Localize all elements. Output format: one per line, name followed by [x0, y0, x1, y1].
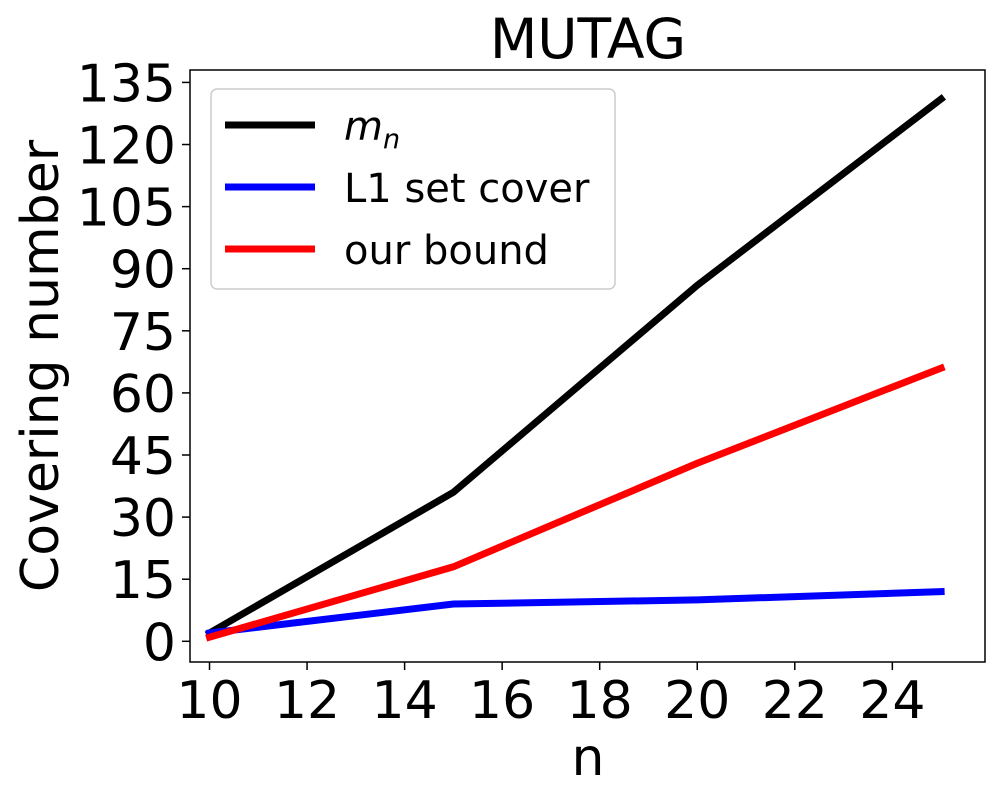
- x-tick-label-3: 16: [469, 671, 535, 731]
- series-line-0: [204, 94, 947, 638]
- plot-frame: [189, 69, 986, 663]
- y-tick-label-5: 75: [110, 303, 176, 363]
- x-tick-label-7: 24: [859, 671, 925, 731]
- x-tick-label-1: 12: [274, 671, 340, 731]
- series-line-2: [205, 363, 946, 642]
- chart-title: MUTAG: [490, 7, 686, 71]
- y-tick-label-7: 105: [77, 179, 176, 239]
- x-tick-label-5: 20: [664, 671, 730, 731]
- legend-box: [210, 88, 616, 290]
- y-axis-label: Covering number: [11, 139, 71, 592]
- series-layer: [204, 94, 947, 642]
- x-tick-label-4: 18: [567, 671, 633, 731]
- x-tick-label-2: 14: [372, 671, 438, 731]
- legend: mn L1 set cover our bound: [210, 88, 616, 290]
- x-tick-label-6: 22: [762, 671, 828, 731]
- y-tick-label-9: 135: [77, 54, 176, 114]
- y-tick-label-1: 15: [110, 551, 176, 611]
- legend-label-bound: our bound: [344, 228, 549, 274]
- x-axis: 10 12 14 16 18 20 22 24: [176, 662, 925, 731]
- y-tick-label-6: 90: [110, 241, 176, 301]
- x-axis-label: n: [572, 728, 605, 788]
- legend-label-mn-subscript: n: [383, 124, 400, 155]
- series-line-1: [205, 587, 945, 637]
- y-tick-label-3: 45: [110, 427, 176, 487]
- y-tick-label-2: 30: [110, 489, 176, 549]
- y-tick-label-0: 0: [143, 613, 176, 673]
- legend-label-l1: L1 set cover: [344, 166, 590, 212]
- y-tick-label-4: 60: [110, 365, 176, 425]
- legend-label-mn-base: m: [344, 104, 383, 150]
- y-tick-label-8: 120: [77, 117, 176, 177]
- x-tick-label-0: 10: [176, 671, 242, 731]
- legend-label-mn: mn: [344, 104, 400, 155]
